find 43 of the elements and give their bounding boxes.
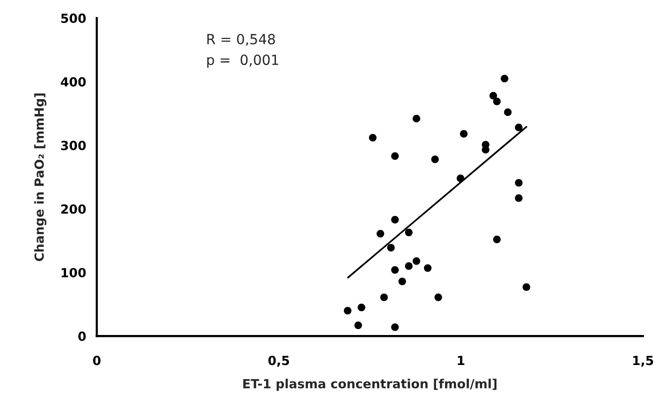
- point: [391, 216, 399, 224]
- point: [368, 134, 377, 142]
- point: [493, 98, 501, 106]
- annotation: p = 0,001: [207, 54, 278, 68]
- point: [434, 293, 442, 302]
- point: [376, 230, 384, 238]
- x-tick-label: 1: [458, 356, 464, 366]
- y-tick-label: 0: [78, 332, 86, 341]
- point: [391, 152, 399, 160]
- point: [412, 114, 420, 122]
- point: [391, 323, 399, 331]
- point: [391, 266, 399, 274]
- point: [344, 306, 352, 314]
- point: [522, 283, 530, 291]
- point: [500, 74, 508, 82]
- point: [493, 236, 501, 244]
- y-tick-label: 100: [62, 268, 86, 278]
- point: [514, 194, 523, 202]
- point: [514, 179, 523, 187]
- point: [489, 92, 498, 100]
- annotation: R = 0,548: [207, 34, 275, 46]
- point: [460, 130, 468, 138]
- point: [514, 124, 523, 132]
- point: [380, 293, 388, 302]
- y-tick-label: 300: [61, 140, 86, 150]
- x-tick-label: 1,5: [633, 356, 654, 367]
- point: [431, 155, 439, 164]
- x-axis-title: ET-1 plasma concentration [fmol/ml]: [243, 378, 496, 391]
- y-tick-label: 400: [60, 77, 86, 87]
- point: [404, 228, 413, 236]
- point: [404, 262, 413, 270]
- y-tick-label: 200: [61, 204, 86, 214]
- y-tick-label: 500: [61, 14, 86, 24]
- point: [504, 108, 512, 116]
- point: [398, 278, 406, 286]
- point: [354, 321, 362, 330]
- point: [412, 257, 420, 265]
- x-tick-label: 0: [93, 356, 101, 366]
- point: [387, 244, 395, 252]
- y-axis-title: Change in PaO₂ [mmHg]: [34, 93, 46, 262]
- point: [358, 304, 366, 312]
- x-tick-label: 0,5: [268, 356, 290, 367]
- point: [424, 264, 432, 272]
